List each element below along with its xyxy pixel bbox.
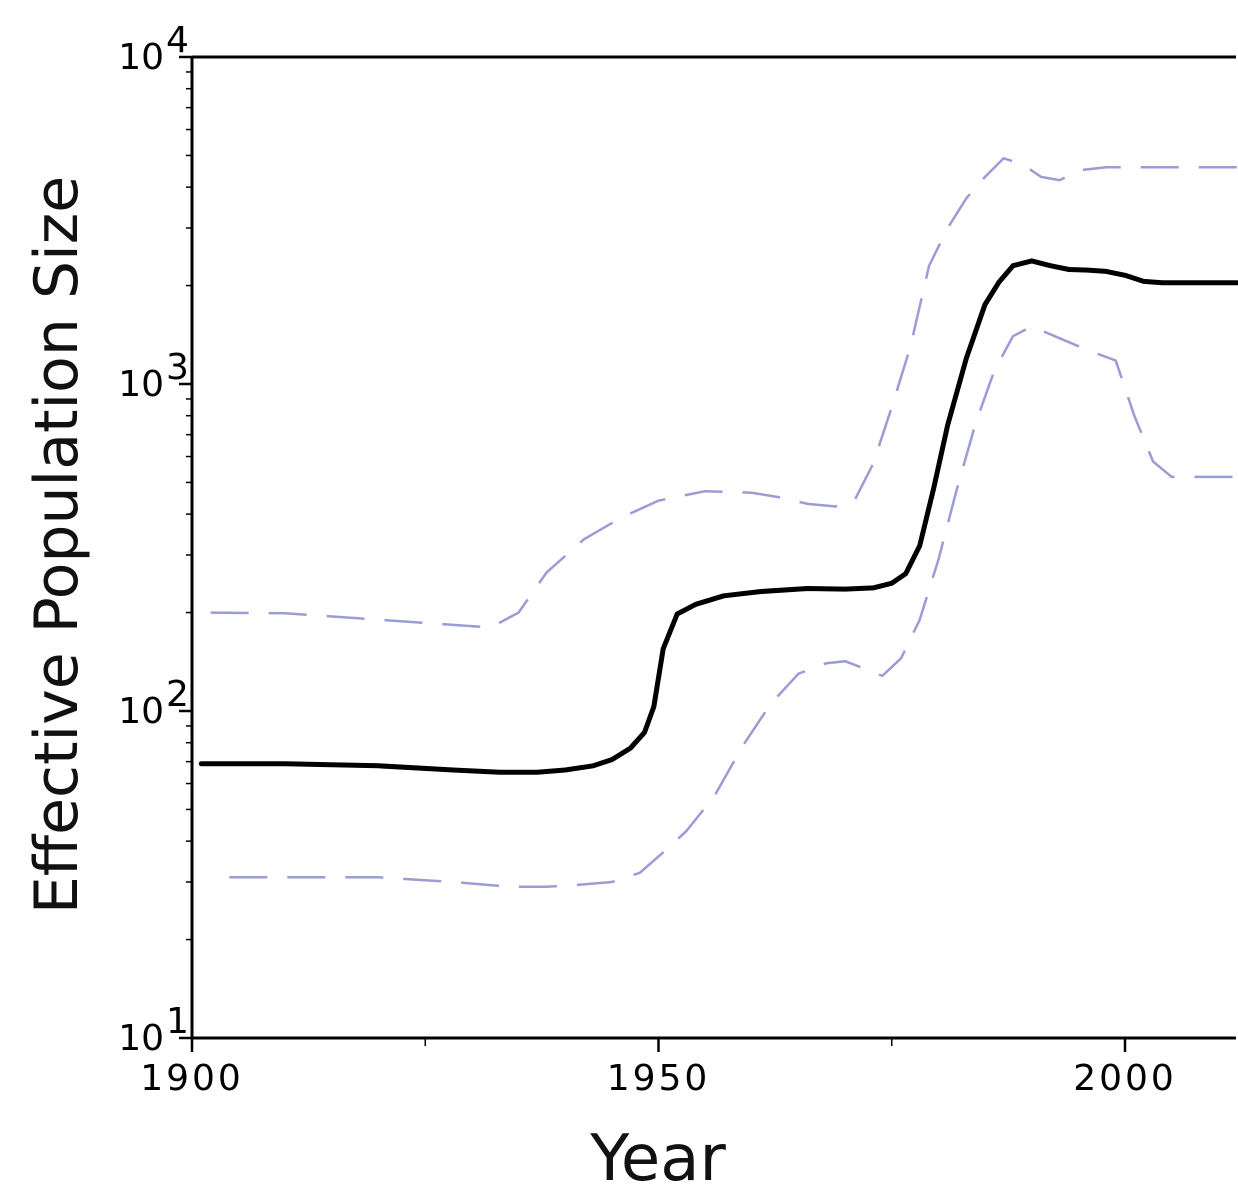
y-tick-label: 10	[118, 1018, 164, 1059]
plot-lines	[198, 157, 1238, 889]
axes	[190, 55, 1236, 1040]
median-line	[198, 258, 1238, 775]
x-axis-title: Year	[589, 1122, 726, 1190]
y-tick-label: 10	[118, 691, 164, 732]
y-axis-title: Effective Population Size	[22, 176, 92, 914]
lower-bound-line	[229, 325, 1237, 889]
x-tick-label: 1900	[140, 1058, 244, 1099]
x-tick-label: 2000	[1073, 1058, 1177, 1099]
upper-bound-line	[210, 157, 1237, 629]
y-tick-exponent: 3	[166, 347, 189, 388]
y-tick-label: 10	[118, 364, 164, 405]
x-tick-label: 1950	[607, 1058, 711, 1099]
y-tick-exponent: 2	[166, 674, 189, 715]
y-tick-label: 10	[118, 37, 164, 78]
y-tick-exponent: 1	[166, 1001, 189, 1042]
y-tick-exponent: 4	[166, 20, 189, 61]
ticks	[179, 55, 1127, 1052]
